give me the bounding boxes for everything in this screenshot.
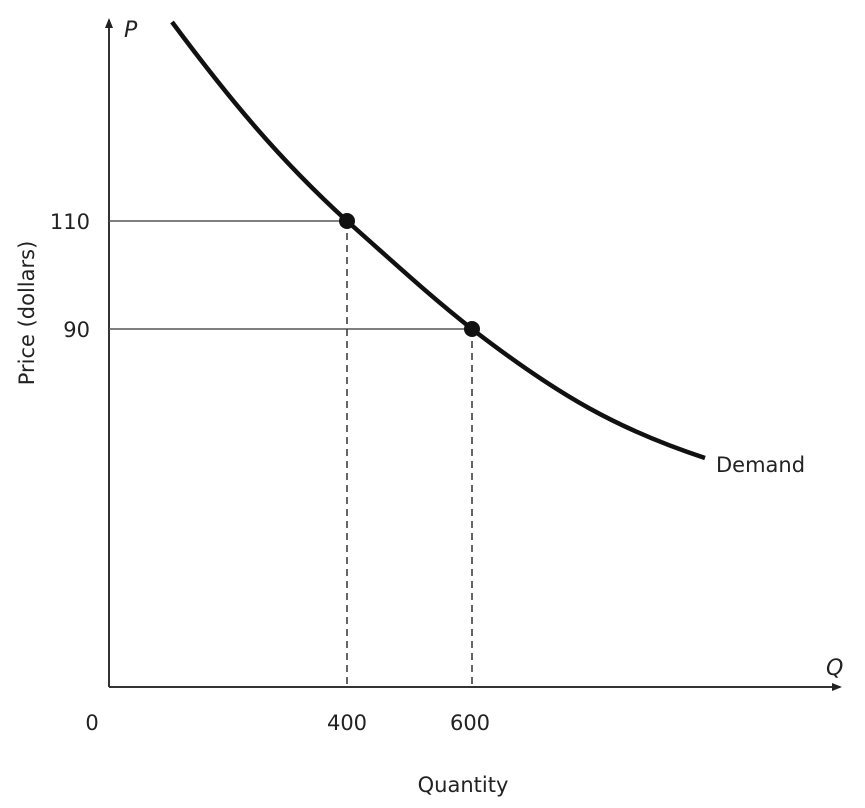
- y-tick-90: 90: [63, 318, 90, 342]
- x-tick-0: 0: [85, 711, 98, 735]
- y-tick-110: 110: [50, 210, 90, 234]
- point-400-110: [339, 213, 355, 229]
- x-axis-title: Quantity: [418, 773, 509, 797]
- y-axis-letter: P: [124, 18, 138, 43]
- demand-label: Demand: [716, 453, 805, 477]
- point-600-90: [464, 321, 480, 337]
- x-tick-600: 600: [450, 711, 490, 735]
- y-axis-title: Price (dollars): [15, 241, 39, 386]
- x-axis-letter: Q: [826, 656, 843, 681]
- demand-curve: [170, 20, 706, 461]
- x-tick-400: 400: [327, 711, 367, 735]
